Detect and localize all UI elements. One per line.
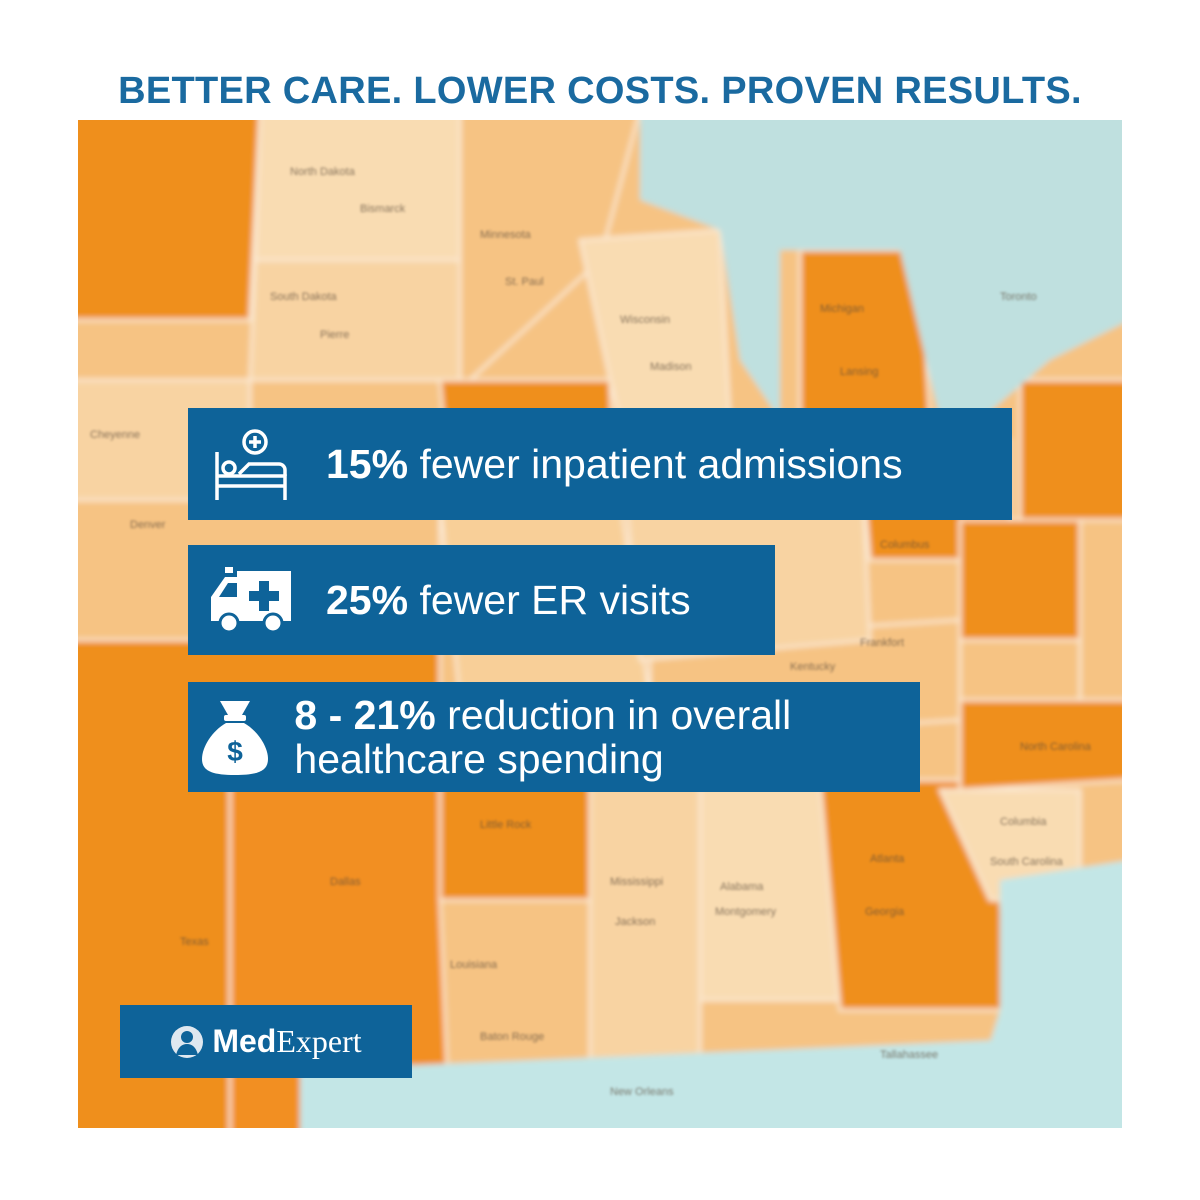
map-label: Georgia xyxy=(865,906,905,918)
map-label: Kentucky xyxy=(790,661,836,673)
map-label: Montgomery xyxy=(715,906,777,918)
map-label: Bismarck xyxy=(360,203,406,215)
stat-box: $ 8 - 21% reduction in overall healthcar… xyxy=(188,682,920,792)
map-label: St. Paul xyxy=(505,276,544,288)
svg-text:$: $ xyxy=(227,736,243,767)
map-label: Dallas xyxy=(330,876,361,888)
map-label: Frankfort xyxy=(860,637,904,649)
map-label: Pierre xyxy=(320,329,349,341)
map-label: North Carolina xyxy=(1020,741,1092,753)
map-label: Columbia xyxy=(1000,816,1047,828)
money-bag-icon: $ xyxy=(188,682,274,792)
map-label: Michigan xyxy=(820,303,864,315)
map-label: Jackson xyxy=(615,916,655,928)
map-label: South Dakota xyxy=(270,291,338,303)
map-label: Toronto xyxy=(1000,291,1037,303)
map-label: Atlanta xyxy=(870,853,905,865)
stat-figure: 15% xyxy=(326,441,409,487)
map-label: Louisiana xyxy=(450,959,498,971)
stat-figure: 8 - 21% xyxy=(294,692,436,738)
stat-text: fewer inpatient admissions xyxy=(419,441,903,487)
logo: Med Expert xyxy=(120,1005,412,1078)
map-label: South Carolina xyxy=(990,856,1064,868)
map-label: Mississippi xyxy=(610,876,663,888)
map-label: Tallahassee xyxy=(880,1049,938,1061)
map-label: Wisconsin xyxy=(620,314,670,326)
map-label: Baton Rouge xyxy=(480,1031,544,1043)
map-label: Cheyenne xyxy=(90,429,140,441)
logo-bold: Med xyxy=(212,1023,277,1059)
headline: BETTER CARE. LOWER COSTS. PROVEN RESULTS… xyxy=(118,70,1082,112)
map-label: Columbus xyxy=(880,539,930,551)
stat-text: reduction in overall healthcare spending xyxy=(294,692,792,782)
stat-box: 15% fewer inpatient admissions xyxy=(188,408,1012,520)
stat-box: 25% fewer ER visits xyxy=(188,545,775,655)
bed-icon xyxy=(188,408,306,520)
map-label: North Dakota xyxy=(290,166,356,178)
map-label: Denver xyxy=(130,519,166,531)
map-label: Little Rock xyxy=(480,819,532,831)
map-label: Texas xyxy=(180,936,209,948)
map-label: New Orleans xyxy=(610,1086,674,1098)
map-label: Alabama xyxy=(720,881,764,893)
logo-regular: Expert xyxy=(276,1023,362,1059)
map-label: Minnesota xyxy=(480,229,532,241)
ambulance-icon xyxy=(188,545,306,655)
logo-mark xyxy=(171,1025,204,1058)
stat-figure: 25% xyxy=(326,577,409,623)
stat-text: fewer ER visits xyxy=(419,577,691,623)
map-label: Lansing xyxy=(840,366,879,378)
map-label: Madison xyxy=(650,361,692,373)
